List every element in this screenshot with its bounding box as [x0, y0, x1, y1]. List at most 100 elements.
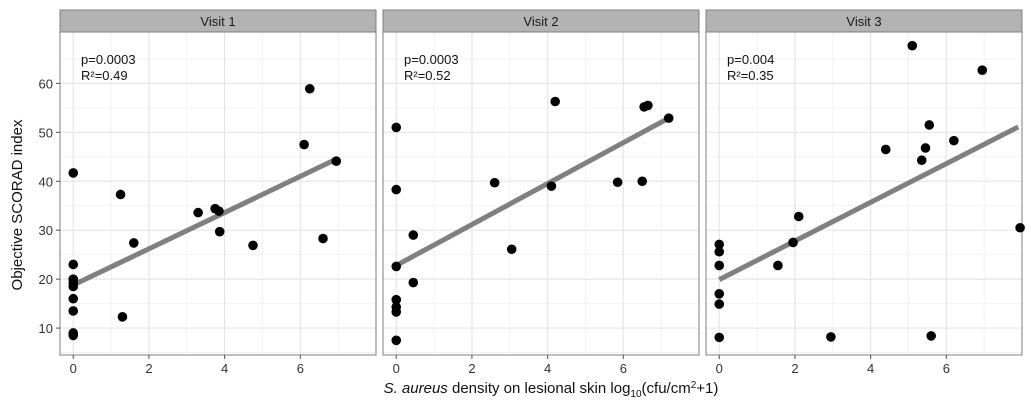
- r-squared-annotation: R²=0.49: [81, 68, 128, 83]
- panel-background: [60, 32, 376, 355]
- x-tick-label: 2: [145, 361, 152, 376]
- data-point: [714, 289, 725, 299]
- data-point: [714, 332, 725, 343]
- y-axis-title: Objective SCORAD index: [9, 119, 26, 290]
- panel-border: [59, 31, 377, 356]
- x-tick-label: 0: [70, 361, 77, 376]
- panel-background: [706, 32, 1022, 355]
- data-point: [117, 312, 128, 322]
- y-tick-label: 60: [39, 76, 53, 91]
- data-point: [826, 332, 836, 342]
- x-axis-title-superscript: 2: [691, 380, 697, 391]
- y-tick-label: 20: [39, 272, 53, 287]
- data-point: [907, 40, 918, 51]
- data-point: [299, 139, 309, 150]
- x-tick-label: 4: [544, 361, 551, 376]
- p-value-annotation: p=0.0003: [81, 52, 136, 67]
- panel-border: [705, 31, 1023, 356]
- data-point: [773, 260, 783, 271]
- data-point: [926, 331, 936, 341]
- data-point: [68, 281, 79, 292]
- x-axis-title-species: S. aureus: [384, 380, 449, 397]
- y-tick-label: 10: [39, 321, 53, 336]
- data-point: [304, 83, 315, 94]
- data-point: [318, 233, 328, 244]
- data-point: [408, 230, 419, 240]
- p-value-annotation: p=0.0003: [404, 52, 459, 67]
- data-point: [68, 168, 79, 178]
- regression-line: [718, 124, 1020, 282]
- x-axis-title-unit-end: +1): [696, 380, 718, 397]
- x-tick-label: 6: [620, 361, 627, 376]
- data-point: [506, 244, 517, 255]
- data-point: [391, 261, 402, 272]
- data-point: [546, 181, 557, 191]
- data-point: [68, 293, 79, 304]
- data-point: [714, 246, 725, 257]
- data-point: [408, 277, 419, 288]
- x-tick-label: 0: [716, 361, 723, 376]
- panel-background: [383, 32, 699, 355]
- strip-title: Visit 2: [523, 14, 558, 29]
- data-point: [916, 155, 927, 166]
- x-tick-label: 2: [791, 361, 798, 376]
- data-point: [714, 299, 725, 309]
- x-axis-title: S. aureus density on lesional skin log10…: [384, 380, 719, 400]
- y-tick-label: 40: [39, 174, 53, 189]
- data-point: [391, 307, 402, 317]
- data-point: [214, 206, 224, 216]
- data-point: [637, 176, 648, 187]
- data-point: [391, 335, 402, 346]
- data-point: [920, 143, 931, 153]
- data-point: [193, 207, 203, 218]
- x-axis-title-rest: density on lesional skin log: [448, 380, 631, 397]
- data-point: [643, 100, 653, 111]
- x-tick-label: 6: [943, 361, 950, 376]
- x-axis-title-unit: (cfu/cm: [642, 380, 691, 397]
- panel-border: [382, 31, 700, 356]
- regression-line: [72, 156, 340, 288]
- data-point: [924, 120, 935, 130]
- x-tick-label: 0: [393, 361, 400, 376]
- data-point: [1015, 222, 1025, 233]
- x-tick-label: 4: [221, 361, 228, 376]
- data-point: [214, 226, 225, 237]
- data-point: [714, 260, 725, 271]
- data-point: [612, 177, 623, 188]
- data-point: [663, 113, 674, 123]
- strip-title: Visit 1: [200, 14, 235, 29]
- data-point: [391, 122, 402, 133]
- data-point: [550, 96, 560, 107]
- data-point: [391, 294, 402, 305]
- data-point: [489, 177, 500, 188]
- data-point: [248, 240, 258, 251]
- data-point: [793, 211, 804, 222]
- p-value-annotation: p=0.004: [727, 52, 774, 67]
- data-point: [68, 259, 79, 270]
- strip-title: Visit 3: [846, 14, 881, 29]
- data-point: [977, 65, 988, 75]
- data-point: [788, 237, 798, 248]
- data-point: [949, 135, 959, 146]
- regression-line: [395, 115, 670, 268]
- data-point: [391, 184, 402, 195]
- data-point: [880, 144, 891, 155]
- r-squared-annotation: R²=0.52: [404, 68, 451, 83]
- x-tick-label: 4: [867, 361, 874, 376]
- data-point: [68, 330, 79, 341]
- data-point: [128, 238, 139, 248]
- data-point: [331, 156, 342, 166]
- data-point: [68, 306, 79, 316]
- data-point: [714, 239, 725, 250]
- r-squared-annotation: R²=0.35: [727, 68, 774, 83]
- x-axis-title-subscript: 10: [630, 389, 642, 400]
- data-point: [115, 189, 126, 200]
- x-tick-label: 6: [297, 361, 304, 376]
- y-tick-label: 50: [39, 125, 53, 140]
- y-tick-label: 30: [39, 223, 53, 238]
- x-tick-label: 2: [468, 361, 475, 376]
